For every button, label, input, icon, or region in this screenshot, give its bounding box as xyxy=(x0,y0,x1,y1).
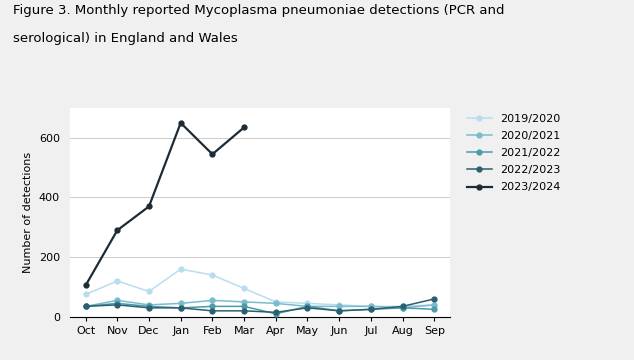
2023/2024 xyxy=(82,283,89,288)
Text: Figure 3. Monthly reported Mycoplasma pneumoniae detections (PCR and: Figure 3. Monthly reported Mycoplasma pn… xyxy=(13,4,504,17)
2020/2021 xyxy=(367,304,375,309)
2021/2022 xyxy=(367,307,375,311)
2019/2020 xyxy=(209,273,216,277)
2019/2020 xyxy=(304,301,311,306)
Text: serological) in England and Wales: serological) in England and Wales xyxy=(13,32,237,45)
2019/2020 xyxy=(177,267,184,271)
Line: 2019/2020: 2019/2020 xyxy=(83,267,437,309)
2020/2021 xyxy=(399,306,406,310)
2023/2024 xyxy=(145,204,153,208)
Y-axis label: Number of detections: Number of detections xyxy=(23,152,34,273)
Line: 2020/2021: 2020/2021 xyxy=(83,298,437,310)
2019/2020 xyxy=(272,300,280,304)
2020/2021 xyxy=(240,300,248,304)
2022/2023 xyxy=(304,306,311,310)
2020/2021 xyxy=(335,304,343,309)
2023/2024 xyxy=(177,121,184,125)
2022/2023 xyxy=(430,297,438,301)
2021/2022 xyxy=(240,304,248,309)
2020/2021 xyxy=(177,301,184,306)
2021/2022 xyxy=(82,304,89,309)
2020/2021 xyxy=(272,301,280,306)
2019/2020 xyxy=(430,303,438,307)
2022/2023 xyxy=(82,304,89,309)
2021/2022 xyxy=(177,306,184,310)
2022/2023 xyxy=(272,310,280,315)
Legend: 2019/2020, 2020/2021, 2021/2022, 2022/2023, 2023/2024: 2019/2020, 2020/2021, 2021/2022, 2022/20… xyxy=(467,113,561,193)
2022/2023 xyxy=(177,306,184,310)
2019/2020 xyxy=(399,304,406,309)
2020/2021 xyxy=(82,304,89,309)
Line: 2022/2023: 2022/2023 xyxy=(83,297,437,315)
2019/2020 xyxy=(82,292,89,297)
2021/2022 xyxy=(209,304,216,309)
2023/2024 xyxy=(209,152,216,156)
2019/2020 xyxy=(240,286,248,291)
2021/2022 xyxy=(304,304,311,309)
2023/2024 xyxy=(240,125,248,130)
2021/2022 xyxy=(335,309,343,313)
2021/2022 xyxy=(145,304,153,309)
2022/2023 xyxy=(145,306,153,310)
2020/2021 xyxy=(430,303,438,307)
Line: 2021/2022: 2021/2022 xyxy=(83,301,437,316)
Line: 2023/2024: 2023/2024 xyxy=(83,121,247,288)
2020/2021 xyxy=(209,298,216,302)
2022/2023 xyxy=(335,309,343,313)
2021/2022 xyxy=(399,306,406,310)
2020/2021 xyxy=(113,298,121,302)
2020/2021 xyxy=(304,304,311,309)
2019/2020 xyxy=(367,304,375,309)
2022/2023 xyxy=(209,309,216,313)
2019/2020 xyxy=(145,289,153,294)
2019/2020 xyxy=(113,279,121,283)
2019/2020 xyxy=(335,303,343,307)
2021/2022 xyxy=(430,307,438,311)
2021/2022 xyxy=(272,312,280,316)
2022/2023 xyxy=(240,309,248,313)
2021/2022 xyxy=(113,301,121,306)
2023/2024 xyxy=(113,228,121,233)
2022/2023 xyxy=(367,307,375,311)
2022/2023 xyxy=(113,303,121,307)
2022/2023 xyxy=(399,304,406,309)
2020/2021 xyxy=(145,303,153,307)
